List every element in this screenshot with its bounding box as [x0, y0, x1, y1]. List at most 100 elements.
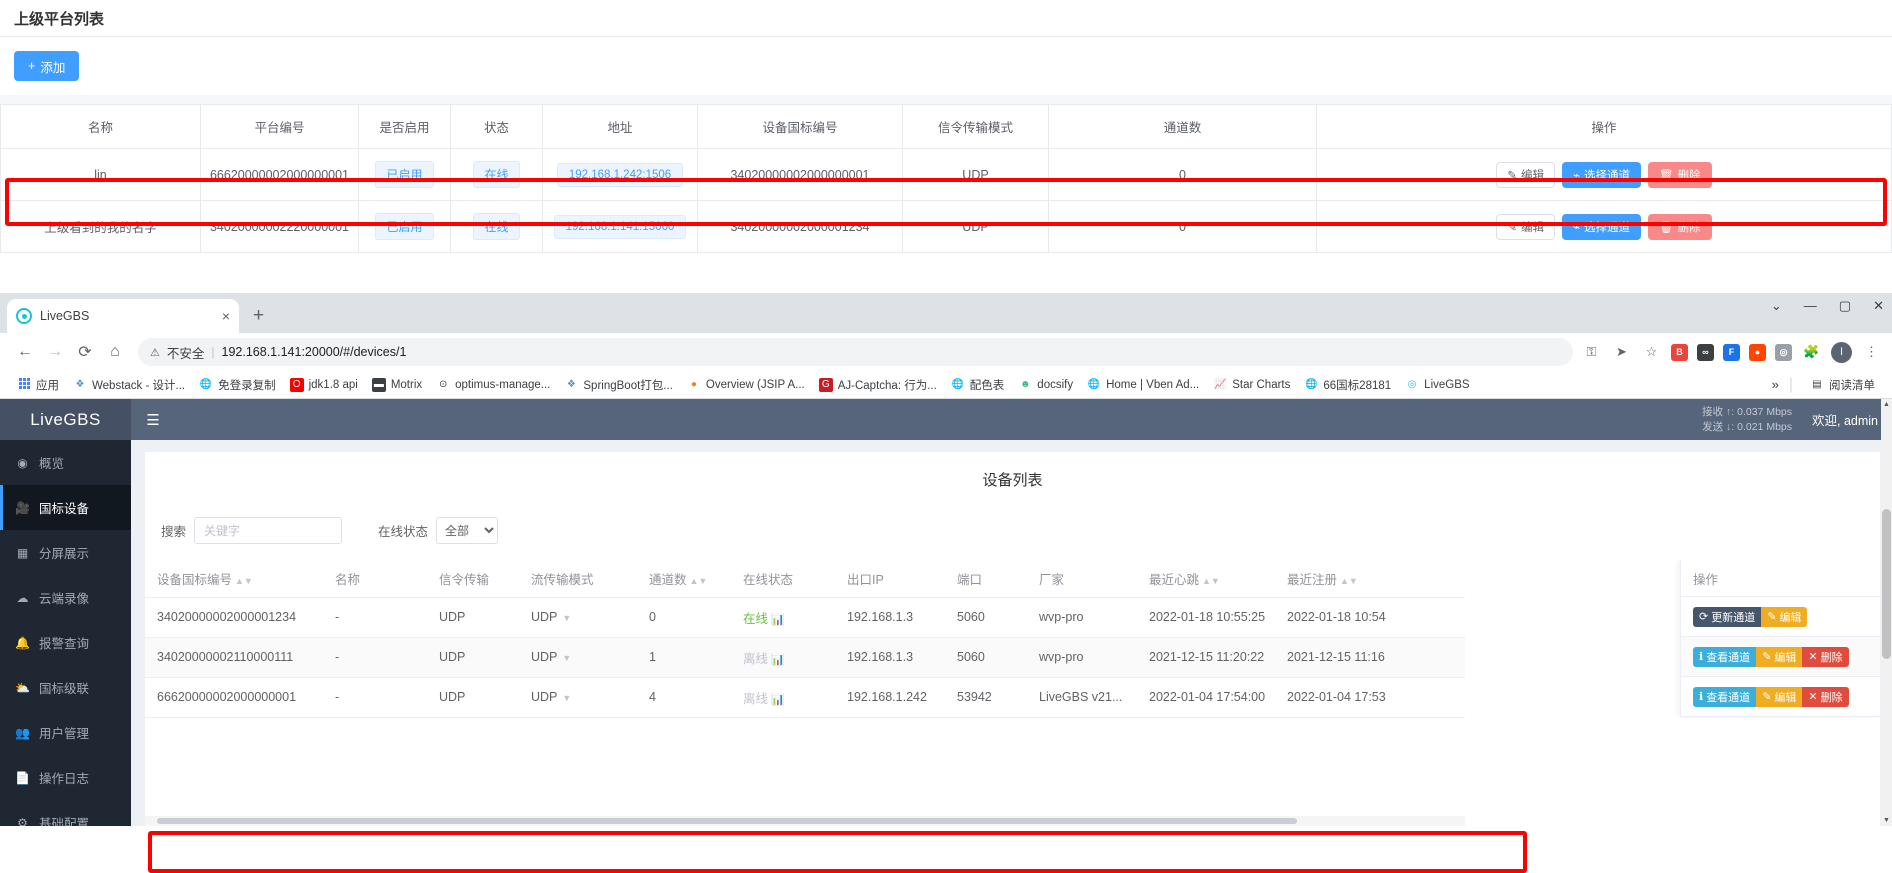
view-channel-button[interactable]: ℹ 查看通道 [1693, 646, 1757, 667]
add-button[interactable]: + 添加 [14, 51, 80, 81]
delete-button[interactable]: ✕ 删除 [1802, 686, 1849, 707]
col-online-status[interactable]: 在线状态 [731, 560, 835, 598]
sidebar-item-alarm-query[interactable]: 🔔 报警查询 [0, 620, 131, 665]
cell-stream-mode[interactable]: UDP ▼ [519, 637, 637, 678]
extension-dark-icon[interactable]: ∞ [1697, 343, 1714, 361]
col-vendor[interactable]: 厂家 [1027, 560, 1137, 598]
chart-icon[interactable]: 📊 [771, 693, 785, 706]
col-channels[interactable]: 通道数 [1048, 104, 1317, 149]
table-row[interactable]: 66620000002000000001 - UDP UDP ▼ 4 离线 📊 19… [145, 677, 1465, 718]
table-row[interactable]: 34020000002000001234 - UDP UDP ▼ 0 在线 📊 19… [145, 597, 1465, 638]
chart-icon[interactable]: 📊 [771, 653, 785, 666]
view-channel-button[interactable]: ℹ 查看通道 [1693, 686, 1757, 707]
reload-icon[interactable]: ⟳ [78, 344, 92, 361]
bookmark-optimus[interactable]: ⊙ optimus-manage... [429, 376, 557, 394]
table-row[interactable]: lin 66620000002000000001 已启用 在线 192.168.… [0, 148, 1892, 201]
col-register[interactable]: 最近注册 ▲▼ [1275, 560, 1465, 598]
extension-orange-icon[interactable]: ● [1749, 343, 1766, 361]
extension-gray-icon[interactable]: ◎ [1775, 343, 1792, 361]
sidebar-item-operation-log[interactable]: 📄 操作日志 [0, 755, 131, 800]
app-logo[interactable]: LiveGBS [0, 399, 131, 440]
col-platform-id[interactable]: 平台编号 [200, 104, 359, 149]
scroll-down-arrow[interactable]: ▼ [1883, 817, 1890, 824]
col-exit-ip[interactable]: 出口IP [835, 560, 945, 598]
bookmark-star-charts[interactable]: 📈 Star Charts [1206, 376, 1297, 394]
new-tab-button[interactable]: + [253, 305, 265, 326]
col-gb-id[interactable]: 设备国标编号 ▲▼ [145, 560, 323, 598]
address-badge[interactable]: 192.168.1.141:15060 [553, 214, 687, 239]
col-port[interactable]: 端口 [945, 560, 1027, 598]
sidebar-item-basic-config[interactable]: ⚙ 基础配置 [0, 800, 131, 827]
horizontal-scrollbar[interactable] [145, 816, 1465, 826]
col-stream-mode[interactable]: 流传输模式 [519, 560, 637, 598]
address-badge[interactable]: 192.168.1.242:1506 [556, 162, 684, 187]
col-signal-mode[interactable]: 信令传输模式 [902, 104, 1049, 149]
cell-stream-mode[interactable]: UDP ▼ [519, 677, 637, 718]
back-icon[interactable]: ← [17, 343, 33, 360]
cell-stream-mode[interactable]: UDP ▼ [519, 597, 637, 638]
edit-button[interactable]: ✎ 编辑 [1496, 213, 1556, 240]
col-enabled[interactable]: 是否启用 [358, 104, 451, 149]
hamburger-icon[interactable]: ☰ [146, 411, 160, 429]
address-bar[interactable]: ⚠ 不安全 | 192.168.1.141:20000/#/devices/1 [138, 338, 1573, 366]
sort-icon[interactable]: ▲▼ [1340, 575, 1358, 586]
bookmark-docsify[interactable]: ☻ docsify [1011, 376, 1080, 394]
star-icon[interactable]: ☆ [1645, 344, 1658, 359]
delete-button[interactable]: 🗑 删除 [1647, 161, 1712, 188]
forward-icon[interactable]: → [47, 343, 63, 360]
choose-channel-button[interactable]: ⌁ 选择通道 [1562, 213, 1641, 240]
search-input[interactable] [194, 517, 343, 544]
table-row[interactable]: 34020000002110000111 - UDP UDP ▼ 1 离线 📊 19… [145, 637, 1465, 678]
bookmark-gb28181[interactable]: 🌐 66国标28181 [1297, 375, 1398, 395]
edit-button[interactable]: ✎ 编辑 [1761, 606, 1808, 627]
extension-red-icon[interactable]: B [1671, 343, 1688, 361]
col-address[interactable]: 地址 [542, 104, 698, 149]
bookmark-webstack[interactable]: ❖ Webstack - 设计... [66, 375, 192, 395]
col-signal[interactable]: 信令传输 [427, 560, 519, 598]
col-heartbeat[interactable]: 最近心跳 ▲▼ [1137, 560, 1275, 598]
puzzle-icon[interactable]: 🧩 [1803, 344, 1820, 359]
edit-button[interactable]: ✎ 编辑 [1756, 686, 1803, 707]
choose-channel-button[interactable]: ⌁ 选择通道 [1562, 161, 1641, 188]
key-icon[interactable]: ⚿ [1586, 344, 1597, 359]
sidebar-item-overview[interactable]: ◉ 概览 [0, 440, 131, 485]
col-name[interactable]: 名称 [323, 560, 427, 598]
bookmark-overview-jsip[interactable]: ● Overview (JSIP A... [680, 376, 812, 394]
bookmark-vben[interactable]: 🌐 Home | Vben Ad... [1080, 376, 1206, 394]
scroll-up-arrow[interactable]: ▲ [1883, 401, 1890, 408]
bookmark-copy[interactable]: 🌐 免登录复制 [192, 375, 283, 395]
reading-list-button[interactable]: ▤ 阅读清单 [1803, 375, 1882, 395]
col-status[interactable]: 状态 [450, 104, 543, 149]
home-icon[interactable]: ⌂ [110, 343, 120, 360]
update-channel-button[interactable]: ⟳ 更新通道 [1693, 606, 1762, 627]
scrollbar-thumb[interactable] [157, 818, 1297, 824]
vertical-scrollbar[interactable]: ▲ ▼ [1881, 399, 1892, 826]
delete-button[interactable]: 🗑 删除 [1647, 213, 1712, 240]
not-secure-icon[interactable]: ⚠ [150, 346, 160, 359]
scrollbar-thumb[interactable] [1882, 509, 1891, 659]
bookmark-color-table[interactable]: 🌐 配色表 [944, 375, 1012, 395]
close-window-button[interactable]: ✕ [1873, 298, 1884, 313]
sidebar-item-gb-devices[interactable]: 🎥 国标设备 [0, 485, 131, 530]
col-channels[interactable]: 通道数 ▲▼ [637, 560, 731, 598]
sidebar-item-cloud-record[interactable]: ☁ 云端录像 [0, 575, 131, 620]
chevron-down-icon[interactable]: ▼ [562, 613, 572, 623]
profile-avatar[interactable]: I [1831, 341, 1852, 363]
browser-tab-livegbs[interactable]: LiveGBS × [7, 299, 239, 333]
edit-button[interactable]: ✎ 编辑 [1756, 646, 1803, 667]
minimize-button[interactable]: — [1803, 298, 1817, 313]
delete-button[interactable]: ✕ 删除 [1802, 646, 1849, 667]
col-name[interactable]: 名称 [0, 104, 201, 149]
extension-blue-icon[interactable]: F [1723, 343, 1740, 361]
sidebar-item-split-screen[interactable]: ▦ 分屏展示 [0, 530, 131, 575]
chart-icon[interactable]: 📊 [771, 613, 785, 626]
bookmark-aj-captcha[interactable]: G AJ-Captcha: 行为... [812, 375, 944, 395]
table-row[interactable]: 上级看到的我的名字 34020000002220000001 已启用 在线 19… [0, 200, 1892, 253]
bookmark-motrix[interactable]: ▬ Motrix [365, 376, 429, 394]
sort-icon[interactable]: ▲▼ [235, 575, 253, 586]
chevron-down-icon[interactable]: ⌄ [1770, 298, 1782, 313]
sort-icon[interactable]: ▲▼ [1202, 575, 1220, 586]
status-filter-select[interactable]: 全部 [436, 517, 499, 544]
bookmark-livegbs[interactable]: ◎ LiveGBS [1398, 376, 1476, 394]
